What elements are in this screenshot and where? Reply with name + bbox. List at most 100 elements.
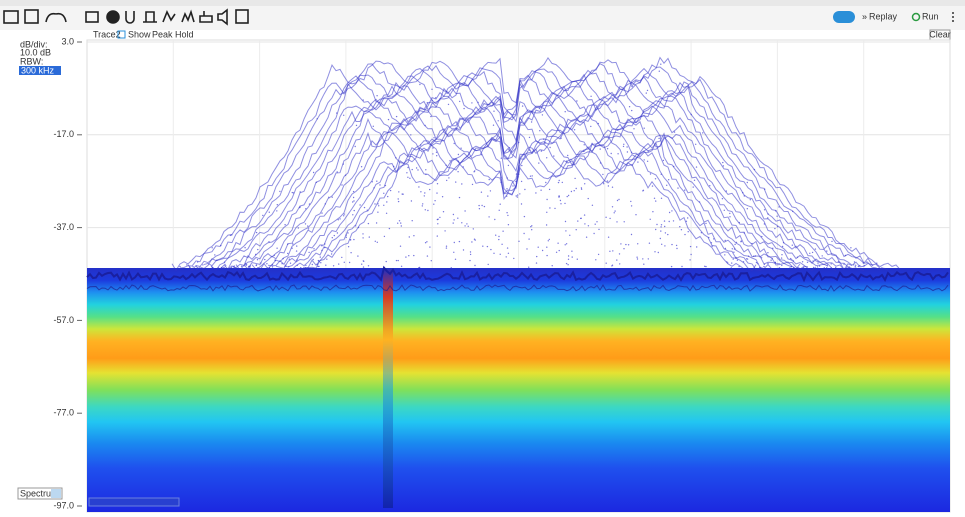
- persistence-dot: [664, 232, 667, 234]
- persistence-dot: [432, 153, 434, 155]
- persistence-dot: [844, 254, 847, 257]
- marker-icon[interactable]: [125, 11, 135, 24]
- persistence-dot: [376, 180, 378, 182]
- persistence-dot: [792, 260, 795, 262]
- replay-button[interactable]: Replay: [869, 11, 898, 21]
- dropdown-arrow: [51, 489, 61, 498]
- persistence-dot: [610, 152, 612, 155]
- persistence-dot: [790, 257, 792, 260]
- persistence-dot: [288, 258, 290, 260]
- persistence-dot: [812, 266, 815, 269]
- y-tick-label: -17.0: [53, 129, 74, 139]
- persistence-dot: [345, 234, 347, 236]
- persistence-dot: [806, 261, 809, 263]
- persistence-dot: [458, 196, 461, 199]
- persistence-dot: [821, 255, 823, 257]
- persistence-dot: [268, 211, 270, 213]
- persistence-dot: [830, 267, 833, 269]
- persistence-dot: [560, 137, 562, 139]
- persistence-dot: [405, 256, 407, 258]
- save-icon[interactable]: [24, 9, 39, 24]
- persistence-dot: [631, 85, 633, 88]
- redo-icon[interactable]: [55, 12, 67, 23]
- trace-select[interactable]: Trace2: [93, 29, 121, 39]
- persistence-dot: [523, 215, 526, 218]
- persistence-dot: [684, 189, 686, 191]
- rbw-input[interactable]: [19, 66, 61, 75]
- measure-icon[interactable]: [181, 9, 195, 23]
- persistence-dot: [388, 227, 391, 230]
- persistence-dot: [441, 196, 444, 198]
- persistence-dot: [599, 148, 601, 150]
- persistence-dot: [620, 243, 622, 245]
- persistence-dot: [333, 234, 335, 237]
- persistence-dot: [520, 180, 523, 183]
- persistence-dot: [397, 222, 399, 224]
- persistence-dot: [299, 191, 301, 193]
- persistence-dot: [321, 249, 323, 252]
- persistence-dot: [462, 166, 464, 168]
- persistence-trace: [291, 146, 765, 271]
- persistence-dot: [384, 184, 387, 187]
- persistence-dot: [519, 193, 521, 195]
- persistence-dot: [664, 245, 666, 247]
- persistence-dot: [573, 129, 576, 131]
- persistence-dot: [635, 214, 637, 216]
- toolbar: [0, 6, 965, 30]
- preset-icon[interactable]: [235, 9, 249, 24]
- persistence-dot: [457, 171, 459, 173]
- persistence-dot: [437, 218, 439, 220]
- undo-icon[interactable]: [45, 12, 57, 23]
- persistence-dot: [724, 247, 727, 250]
- hold-select[interactable]: Peak Hold: [152, 29, 194, 39]
- show-checkbox[interactable]: [117, 30, 126, 39]
- persistence-dot: [732, 258, 734, 260]
- hand-icon[interactable]: [199, 11, 213, 23]
- persistence-dot: [507, 164, 510, 167]
- persistence-dot: [679, 226, 681, 228]
- persistence-dot: [636, 258, 639, 260]
- persistence-dot: [771, 258, 773, 260]
- persistence-dot: [630, 151, 633, 153]
- persistence-dot: [319, 256, 321, 258]
- persistence-dot: [754, 255, 756, 257]
- trace-icon[interactable]: [162, 10, 176, 23]
- persistence-dot: [826, 250, 828, 252]
- persistence-dot: [353, 209, 355, 212]
- persistence-dot: [397, 200, 400, 203]
- persistence-dot: [751, 242, 753, 245]
- persistence-dot: [230, 266, 233, 269]
- persistence-dot: [245, 264, 247, 266]
- persistence-dot: [217, 267, 220, 269]
- persistence-dot: [433, 203, 435, 205]
- persistence-dot: [778, 206, 780, 208]
- persistence-dot: [738, 221, 740, 224]
- persistence-dot: [643, 263, 645, 265]
- persistence-dot: [616, 221, 618, 223]
- persistence-dot: [826, 264, 828, 266]
- persistence-trace: [187, 67, 881, 272]
- persistence-dot: [507, 214, 509, 217]
- persistence-dot: [313, 248, 315, 250]
- persistence-dot: [385, 212, 388, 214]
- peak-icon[interactable]: [143, 11, 157, 23]
- persistence-dot: [321, 245, 323, 247]
- persistence-dot: [740, 241, 742, 243]
- open-icon[interactable]: [3, 10, 19, 24]
- persistence-dot: [472, 228, 474, 230]
- print-icon[interactable]: [85, 11, 99, 23]
- persistence-dot: [575, 187, 577, 190]
- persistence-dot: [729, 216, 731, 218]
- audio-icon[interactable]: [217, 8, 228, 26]
- persistence-dot: [350, 252, 352, 254]
- persistence-dot: [366, 209, 368, 211]
- persistence-dot: [835, 266, 837, 269]
- persistence-dot: [471, 102, 473, 104]
- persistence-dot: [508, 147, 511, 149]
- settings-icon[interactable]: [106, 10, 120, 24]
- persistence-dot: [753, 168, 756, 171]
- mode-button[interactable]: [833, 11, 855, 23]
- display-select[interactable]: [17, 487, 63, 500]
- run-button[interactable]: Run: [922, 11, 939, 21]
- persistence-dot: [424, 192, 426, 194]
